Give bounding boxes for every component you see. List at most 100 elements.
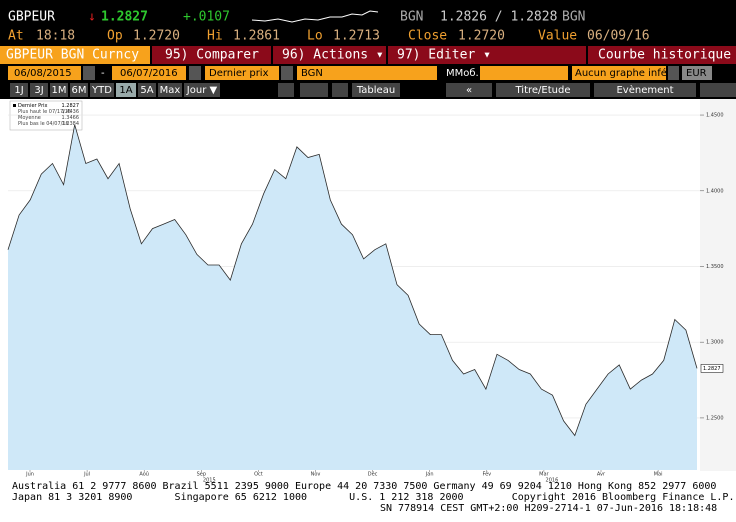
legend-value: 1.3466 [62,115,80,121]
tool-label: Titre/Etude [515,85,571,96]
menu[interactable]: 96) Actions ▾ [282,48,384,63]
dropdown[interactable] [281,66,293,80]
button[interactable] [184,83,220,97]
x-tick-label: Fév [482,471,491,478]
tool-icon[interactable] [278,83,294,97]
separator [586,46,588,64]
x-tick-label: Aoû [139,471,149,478]
tool-button[interactable] [352,83,400,97]
arrow: ↓ [88,10,96,25]
field[interactable] [297,66,437,80]
legend-value: 1.2384 [62,121,80,127]
button[interactable] [158,83,182,97]
value: 1.2861 [233,29,280,44]
y-tick-label: 1.3000 [706,340,724,346]
footer: Australia 61 2 9777 8600 Brazil 5511 239… [12,481,716,492]
x-tick-label: Jun [25,472,34,478]
button-label: YTD [91,85,112,96]
button[interactable] [10,83,28,97]
field[interactable] [8,66,81,80]
value: 1.2713 [333,29,380,44]
menu-bar [152,46,736,64]
menu[interactable]: 97) Editer ▾ [397,48,491,63]
x-tick-label: Jul [83,472,90,478]
button-label: 1M [52,85,67,96]
legend [9,100,83,131]
source: BGN [301,68,323,79]
ticker: GBPEUR [8,10,55,25]
button-label: 3J [34,85,43,96]
tool-label: Tableau [356,85,395,96]
legend-label: Dernier Prix [18,103,48,109]
button[interactable] [50,83,68,97]
legend-label: Moyenne [18,115,41,121]
calendar-icon[interactable] [189,66,201,80]
separator [271,46,273,64]
field[interactable] [572,66,666,80]
button-label: 5A [140,85,153,96]
button[interactable] [30,83,48,97]
calendar-icon[interactable] [83,66,95,80]
button[interactable] [70,83,88,97]
legend-value: 1.2827 [62,103,80,109]
button[interactable] [138,83,156,97]
currency: EUR [686,68,707,79]
separator [386,46,388,64]
button-label: 1J [14,85,23,96]
field[interactable] [112,66,186,80]
value: 1.2720 [458,29,505,44]
function-name: Courbe historique [598,48,731,63]
button-label: 1A [119,85,132,96]
year-label: 2016 [546,478,559,484]
legend-value: 1.4436 [62,109,80,115]
tool-button[interactable] [446,83,492,97]
label: Close [408,29,447,44]
last-price-label: 1.2827 [703,366,721,372]
field[interactable] [682,66,712,80]
bid-source: BGN [400,10,423,25]
label: Value [538,29,577,44]
last-price: 1.2827 [101,10,148,25]
area [8,124,697,470]
settings[interactable] [700,83,736,97]
x-tick-label: Oct [254,472,263,478]
lower-chart: Aucun graphe infé [575,67,667,79]
axis-bg [700,99,736,471]
value: 18:18 [36,29,75,44]
ask-source: BGN [562,10,585,25]
dropdown[interactable] [668,66,679,80]
tool-button[interactable] [594,83,696,97]
label: Op [107,29,123,44]
tool-icon[interactable] [332,83,348,97]
value: 1.2720 [133,29,180,44]
year-label: 2015 [203,478,216,484]
change: +.0107 [183,10,230,25]
label: Hi [207,29,223,44]
field-label-bg [442,66,480,80]
button[interactable] [90,83,114,97]
field[interactable] [205,66,279,80]
legend-label: Plus haut le 07/17/15 [18,109,71,115]
y-tick-label: 1.4500 [706,113,724,119]
mov-avg: MMoб. [446,68,479,79]
x-tick-label: Jan [425,472,434,478]
price-line [7,124,698,437]
y-tick-label: 1.2500 [706,415,724,421]
tool-icon[interactable] [300,83,328,97]
legend-label: Plus bas le 04/07/16 [18,121,69,127]
start-date: 06/08/2015 [14,68,72,79]
footer-bg [0,471,736,522]
security-box[interactable] [0,46,150,64]
x-tick-label: Mar [539,472,549,478]
tool-label: Evènement [616,84,673,96]
tool-button[interactable] [496,83,590,97]
bid-ask: 1.2826 / 1.2828 [440,10,557,25]
label: Lo [307,29,323,44]
button[interactable] [116,83,136,97]
field-name: Dernier prix [209,68,269,79]
legend-swatch [13,104,16,107]
footer: SN 778914 CEST GMT+2:00 H209-2714-1 07-J… [380,503,717,514]
menu[interactable]: 95) Comparer [165,48,259,63]
x-tick-label: Nov [311,472,321,478]
